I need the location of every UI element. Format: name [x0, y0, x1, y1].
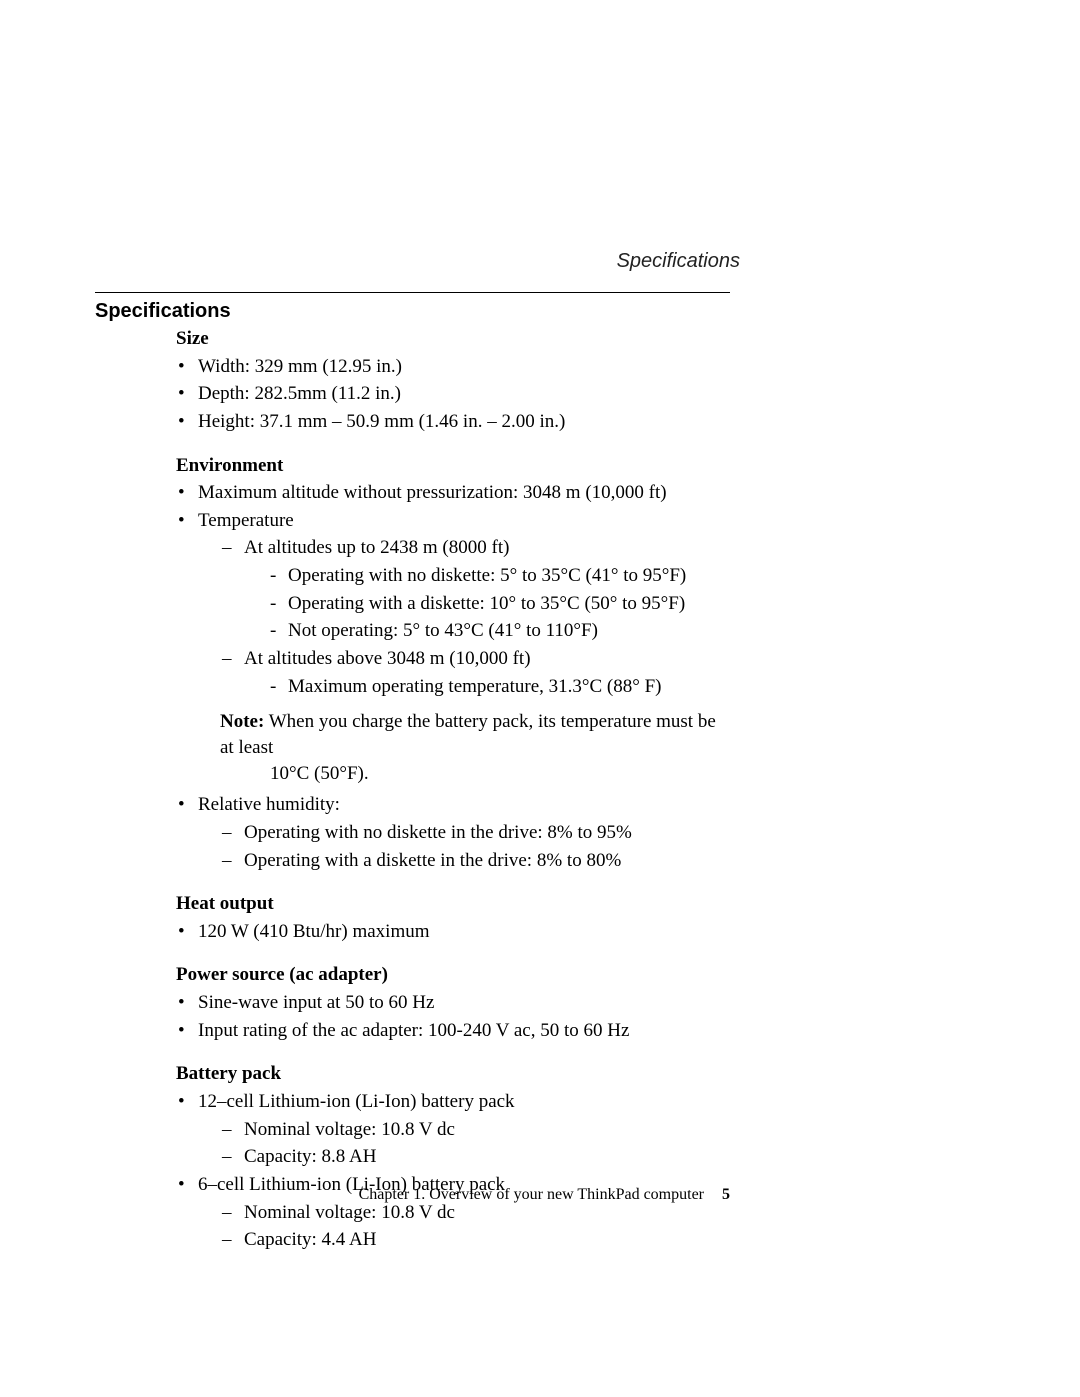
list-item: Height: 37.1 mm – 50.9 mm (1.46 in. – 2.…	[176, 409, 731, 435]
list-item: Capacity: 4.4 AH	[220, 1227, 731, 1253]
list-item: At altitudes above 3048 m (10,000 ft) Ma…	[220, 646, 731, 699]
group-title-battery: Battery pack	[176, 1061, 731, 1087]
list-item: Operating with no diskette in the drive:…	[220, 820, 731, 846]
list-item: Input rating of the ac adapter: 100-240 …	[176, 1018, 731, 1044]
high-alt-sublist: Maximum operating temperature, 31.3°C (8…	[268, 674, 731, 700]
battery-6cell-sublist: Nominal voltage: 10.8 V dc Capacity: 4.4…	[220, 1200, 731, 1253]
list-item: Maximum operating temperature, 31.3°C (8…	[268, 674, 731, 700]
list-item: Temperature At altitudes up to 2438 m (8…	[176, 508, 731, 786]
list-item: Sine-wave input at 50 to 60 Hz	[176, 990, 731, 1016]
list-item: Width: 329 mm (12.95 in.)	[176, 354, 731, 380]
list-item: Operating with a diskette: 10° to 35°C (…	[268, 591, 731, 617]
temperature-sublist: At altitudes up to 2438 m (8000 ft) Oper…	[220, 535, 731, 699]
list-item: Depth: 282.5mm (11.2 in.)	[176, 381, 731, 407]
note-text-line1: When you charge the battery pack, its te…	[220, 711, 716, 758]
section-heading: Specifications	[95, 300, 231, 323]
low-alt-label: At altitudes up to 2438 m (8000 ft)	[244, 537, 509, 558]
battery-12cell-sublist: Nominal voltage: 10.8 V dc Capacity: 8.8…	[220, 1117, 731, 1170]
list-item: At altitudes up to 2438 m (8000 ft) Oper…	[220, 535, 731, 644]
group-title-environment: Environment	[176, 453, 731, 479]
list-item: Relative humidity: Operating with no dis…	[176, 792, 731, 873]
group-title-heat: Heat output	[176, 891, 731, 917]
note-text-line2: 10°C (50°F).	[220, 761, 731, 787]
environment-list: Maximum altitude without pressurization:…	[176, 480, 731, 873]
horizontal-rule	[95, 292, 730, 293]
list-item: Nominal voltage: 10.8 V dc	[220, 1117, 731, 1143]
humidity-label: Relative humidity:	[198, 794, 340, 815]
battery-list: 12–cell Lithium-ion (Li-Ion) battery pac…	[176, 1089, 731, 1253]
high-alt-label: At altitudes above 3048 m (10,000 ft)	[244, 648, 531, 669]
content-area: Size Width: 329 mm (12.95 in.) Depth: 28…	[176, 326, 731, 1255]
list-item: 120 W (410 Btu/hr) maximum	[176, 919, 731, 945]
list-item: Maximum altitude without pressurization:…	[176, 480, 731, 506]
running-head: Specifications	[617, 250, 740, 273]
group-title-power: Power source (ac adapter)	[176, 962, 731, 988]
temperature-label: Temperature	[198, 510, 294, 531]
list-item: Not operating: 5° to 43°C (41° to 110°F)	[268, 618, 731, 644]
page-footer: Chapter 1. Overview of your new ThinkPad…	[95, 1186, 730, 1204]
list-item: Capacity: 8.8 AH	[220, 1144, 731, 1170]
list-item: Operating with a diskette in the drive: …	[220, 848, 731, 874]
size-list: Width: 329 mm (12.95 in.) Depth: 282.5mm…	[176, 354, 731, 435]
low-alt-sublist: Operating with no diskette: 5° to 35°C (…	[268, 563, 731, 644]
note-label: Note:	[220, 711, 264, 732]
page: Specifications Specifications Size Width…	[0, 0, 1080, 1397]
list-item: 12–cell Lithium-ion (Li-Ion) battery pac…	[176, 1089, 731, 1170]
note-block: Note: When you charge the battery pack, …	[220, 709, 731, 786]
footer-page-number: 5	[722, 1186, 730, 1203]
footer-chapter: Chapter 1. Overview of your new ThinkPad…	[359, 1186, 704, 1203]
list-item: Operating with no diskette: 5° to 35°C (…	[268, 563, 731, 589]
battery-12cell-label: 12–cell Lithium-ion (Li-Ion) battery pac…	[198, 1091, 515, 1112]
humidity-sublist: Operating with no diskette in the drive:…	[220, 820, 731, 873]
list-item: 6–cell Lithium-ion (Li-Ion) battery pack…	[176, 1172, 731, 1253]
power-list: Sine-wave input at 50 to 60 Hz Input rat…	[176, 990, 731, 1043]
heat-list: 120 W (410 Btu/hr) maximum	[176, 919, 731, 945]
group-title-size: Size	[176, 326, 731, 352]
